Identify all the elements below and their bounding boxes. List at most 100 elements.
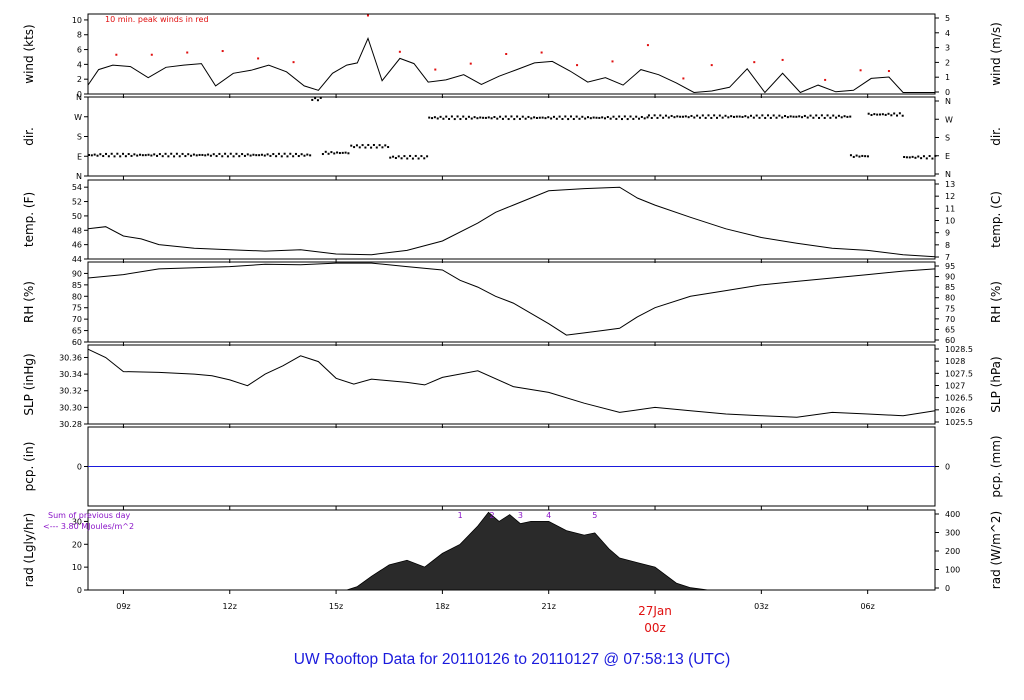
dir-point xyxy=(901,114,904,117)
dir-point xyxy=(319,96,322,99)
rad-hour-mark: 5 xyxy=(592,511,597,520)
y-tick-label: 48 xyxy=(72,226,82,235)
dir-point xyxy=(394,157,397,160)
y-tick-label-right: 11 xyxy=(945,204,955,213)
dir-point xyxy=(656,116,659,119)
time-tick-label: 21z xyxy=(542,602,556,611)
y-axis-label-right: temp. (C) xyxy=(989,191,1003,248)
dir-point xyxy=(459,118,462,121)
y-tick-label: 44 xyxy=(72,255,82,264)
y-tick-label-right: 400 xyxy=(945,510,960,519)
y-tick-label: W xyxy=(74,113,82,122)
dir-point xyxy=(113,155,116,158)
dir-point xyxy=(609,117,612,120)
dir-point xyxy=(866,155,869,158)
peak-wind-point xyxy=(221,50,224,53)
dir-point xyxy=(852,155,855,158)
peak-wind-point xyxy=(115,53,118,56)
dir-point xyxy=(781,116,784,119)
dir-point xyxy=(896,114,899,117)
dir-point xyxy=(347,152,350,155)
peak-wind-point xyxy=(257,57,260,60)
series-line-RH xyxy=(87,262,936,336)
dir-point xyxy=(752,116,755,119)
dir-point xyxy=(732,115,735,118)
y-tick-label-right: 90 xyxy=(945,273,955,282)
dir-point xyxy=(724,114,727,117)
dir-point xyxy=(792,115,795,118)
y-tick-label-right: 1028 xyxy=(945,357,965,366)
dir-point xyxy=(255,154,258,157)
dir-point xyxy=(420,155,423,158)
dir-point xyxy=(541,116,544,119)
dir-point xyxy=(598,116,601,119)
y-tick-label: 30.32 xyxy=(59,387,82,396)
panel-wind: wind (kts) wind (m/s) 0 2 4 6 8 10 0 1 2 3 4 5 10 min.… xyxy=(22,13,1003,99)
dir-point xyxy=(547,116,550,119)
peak-wind-point xyxy=(576,64,579,67)
dir-point xyxy=(524,117,527,120)
dir-point xyxy=(849,154,852,157)
dir-point xyxy=(818,116,821,119)
dir-point xyxy=(846,115,849,118)
rad-hour-mark: 4 xyxy=(546,511,551,520)
series-line-temp xyxy=(87,186,936,258)
peak-wind-point xyxy=(859,69,862,72)
dir-point xyxy=(603,117,606,120)
dir-point xyxy=(586,116,589,119)
dir-point xyxy=(153,153,156,156)
dir-point xyxy=(550,117,553,120)
dir-point xyxy=(920,157,923,160)
peak-wind-point xyxy=(753,61,756,64)
panel-SLP: SLP (inHg) SLP (hPa) 30.28 30.30 30.32 30.34 3… xyxy=(22,344,1003,429)
dir-point xyxy=(615,117,618,120)
y-tick-label: 2 xyxy=(77,75,82,84)
y-tick-label: 60 xyxy=(72,338,82,347)
dir-point xyxy=(527,115,530,118)
dir-point xyxy=(164,152,167,155)
y-tick-label-right: 0 xyxy=(945,463,950,472)
y-tick-label: 0 xyxy=(77,586,82,595)
dir-point xyxy=(575,115,578,118)
page-title: UW Rooftop Data for 20110126 to 20110127… xyxy=(293,651,731,668)
panel-rad: rad (Lgly/hr) rad (W/m^2)0102030010020030… xyxy=(22,509,1003,595)
y-tick-label-right: 60 xyxy=(945,336,955,345)
dir-point xyxy=(713,114,716,117)
dir-point xyxy=(249,154,252,157)
dir-point xyxy=(533,116,536,119)
y-tick-label-right: 12 xyxy=(945,192,955,201)
dir-point xyxy=(601,116,604,119)
peak-wind-point xyxy=(611,60,614,63)
dir-point xyxy=(513,118,516,121)
dir-point xyxy=(864,155,867,158)
dir-point xyxy=(646,116,649,119)
dir-point xyxy=(246,153,249,156)
y-axis-label: pcp. (in) xyxy=(22,442,36,492)
dir-point xyxy=(266,153,269,156)
dir-point xyxy=(493,116,496,119)
dir-point xyxy=(384,144,387,147)
dir-point xyxy=(767,114,770,117)
dir-point xyxy=(778,114,781,117)
y-axis-label: wind (kts) xyxy=(22,24,36,83)
dir-point xyxy=(161,155,164,158)
dir-point xyxy=(462,115,465,118)
y-tick-label: 54 xyxy=(72,183,82,192)
dir-point xyxy=(269,154,272,157)
dir-point xyxy=(650,116,653,119)
dir-point xyxy=(684,115,687,118)
dir-point xyxy=(201,153,204,156)
dir-point xyxy=(632,117,635,120)
dir-point xyxy=(803,114,806,117)
dir-point xyxy=(336,151,339,154)
peak-wind-point xyxy=(887,70,890,73)
dir-point xyxy=(893,112,896,115)
dir-point xyxy=(378,144,381,147)
dir-point xyxy=(367,143,370,146)
dir-point xyxy=(484,116,487,119)
dir-point xyxy=(806,116,809,119)
dir-point xyxy=(761,114,764,117)
dir-point xyxy=(490,117,493,120)
y-tick-label-right: 0 xyxy=(945,88,950,97)
